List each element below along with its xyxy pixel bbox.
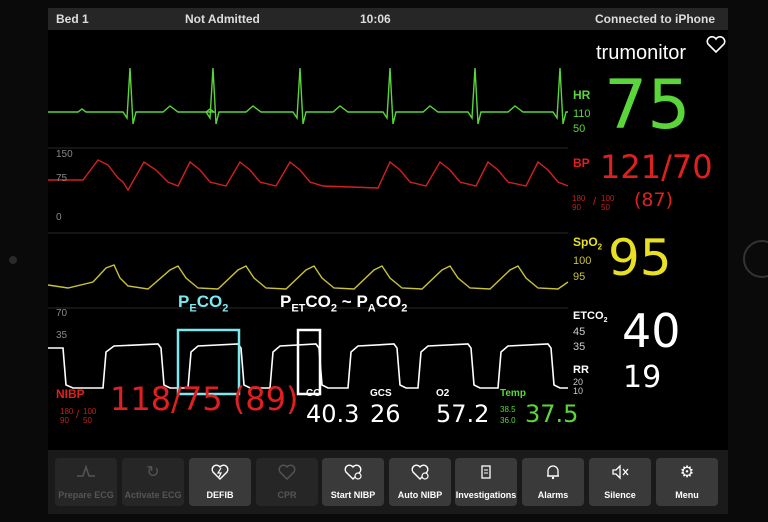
- pet-co2-box: [296, 328, 322, 396]
- connection-status: Connected to iPhone: [595, 12, 715, 26]
- admission-status: Not Admitted: [185, 12, 260, 26]
- bottom-toolbar: Prepare ECG ↻ Activate ECG DEFIB CPR: [48, 450, 728, 514]
- bp-limits-slash: /: [593, 196, 597, 208]
- etco2-limit-high: 45: [573, 326, 586, 338]
- bp-scale-mid: 75: [56, 173, 68, 184]
- ecg-waveform: [48, 67, 568, 125]
- spo2-label: SpO2: [573, 235, 603, 252]
- hr-limit-low: 50: [573, 123, 586, 135]
- spo2-limit-high: 100: [573, 255, 592, 267]
- bp-mean: (87): [634, 189, 674, 211]
- silence-label: Silence: [604, 490, 636, 500]
- nibp-limits-slash: /: [76, 409, 80, 421]
- status-bar: Bed 1 Not Admitted 10:06 Connected to iP…: [48, 8, 728, 30]
- co-value: 40.3: [306, 400, 360, 428]
- brand-logo: trumonitor: [596, 36, 726, 65]
- nibp-label: NIBP: [56, 387, 85, 401]
- rr-value: 19: [623, 360, 662, 395]
- o2-label: O2: [436, 388, 450, 399]
- pe-co2-annotation: PECO2: [178, 292, 229, 315]
- pet-co2-annotation: PETCO2 ~ PACO2: [280, 292, 408, 315]
- gcs-value: 26: [370, 400, 401, 428]
- heart-gauge-icon: [389, 464, 451, 484]
- defib-icon: [189, 464, 251, 484]
- etco2-scale-mid: 35: [56, 330, 68, 341]
- alarms-button[interactable]: Alarms: [522, 458, 584, 506]
- front-camera: [9, 256, 17, 264]
- investigations-label: Investigations: [455, 490, 517, 500]
- auto-nibp-label: Auto NIBP: [397, 490, 443, 500]
- bp-waveform: [48, 159, 569, 192]
- ecg-wave-icon: [55, 464, 117, 484]
- alarms-label: Alarms: [537, 490, 569, 500]
- rr-label: RR: [573, 364, 589, 376]
- monitor-screen: Bed 1 Not Admitted 10:06 Connected to iP…: [48, 8, 728, 514]
- heart-gauge-icon: [322, 464, 384, 484]
- hr-value: 75: [604, 66, 691, 145]
- heart-outline-icon: [706, 36, 726, 54]
- home-button[interactable]: [743, 240, 768, 278]
- clock: 10:06: [360, 12, 391, 26]
- cpr-label: CPR: [277, 490, 297, 500]
- temp-limit-high: 38.5: [500, 405, 516, 414]
- activate-ecg-button[interactable]: ↻ Activate ECG: [122, 458, 184, 506]
- rr-limit-high: 20: [573, 377, 584, 387]
- defib-button[interactable]: DEFIB: [189, 458, 251, 506]
- nibp-limits-sys: 180 90: [60, 407, 74, 425]
- brand-name: trumonitor: [596, 42, 687, 64]
- investigations-button[interactable]: Investigations: [455, 458, 517, 506]
- waveform-area: [48, 67, 569, 396]
- temp-value: 37.5: [525, 400, 579, 428]
- start-nibp-button[interactable]: Start NIBP: [322, 458, 384, 506]
- cpr-button[interactable]: CPR: [256, 458, 318, 506]
- bp-limits: 180 90: [572, 194, 586, 212]
- bp-value: 121/70: [600, 148, 713, 186]
- silence-button[interactable]: Silence: [589, 458, 651, 506]
- prepare-ecg-button[interactable]: Prepare ECG: [55, 458, 117, 506]
- bp-scale-top: 150: [56, 149, 73, 160]
- bp-label: BP: [573, 156, 590, 170]
- temp-label: Temp: [500, 388, 526, 399]
- spo2-waveform: [48, 264, 569, 290]
- gear-icon: ⚙: [679, 464, 695, 481]
- etco2-scale-top: 70: [56, 308, 68, 319]
- etco2-limit-low: 35: [573, 341, 586, 353]
- o2-value: 57.2: [436, 400, 490, 428]
- nibp-value: 118/75 (89): [110, 380, 299, 418]
- etco2-value: 40: [622, 304, 681, 358]
- gcs-label: GCS: [370, 388, 392, 399]
- clipboard-icon: [455, 464, 517, 484]
- co-label: CO: [306, 388, 321, 399]
- prepare-ecg-label: Prepare ECG: [58, 490, 114, 500]
- auto-nibp-button[interactable]: Auto NIBP: [389, 458, 451, 506]
- speaker-mute-icon: [589, 464, 651, 484]
- nibp-limits-dia: 100 50: [83, 407, 97, 425]
- bp-limits-dia: 100 50: [601, 194, 615, 212]
- rr-limit-low: 10: [573, 386, 584, 396]
- refresh-icon: ↻: [146, 464, 160, 481]
- bell-icon: [522, 464, 584, 484]
- etco2-label: ETCO2: [573, 310, 608, 325]
- menu-label: Menu: [675, 490, 699, 500]
- bed-label: Bed 1: [56, 12, 89, 26]
- pe-co2-box: [176, 328, 241, 396]
- spo2-limit-low: 95: [573, 271, 586, 283]
- start-nibp-label: Start NIBP: [330, 490, 376, 500]
- temp-limit-low: 36.0: [500, 416, 516, 425]
- hr-limit-high: 110: [573, 108, 591, 120]
- defib-label: DEFIB: [206, 490, 234, 500]
- bp-scale-zero: 0: [56, 212, 62, 223]
- hr-label: HR: [573, 88, 591, 102]
- activate-ecg-label: Activate ECG: [124, 490, 182, 500]
- heart-icon: [256, 464, 318, 484]
- spo2-value: 95: [608, 229, 672, 287]
- menu-button[interactable]: ⚙ Menu: [656, 458, 718, 506]
